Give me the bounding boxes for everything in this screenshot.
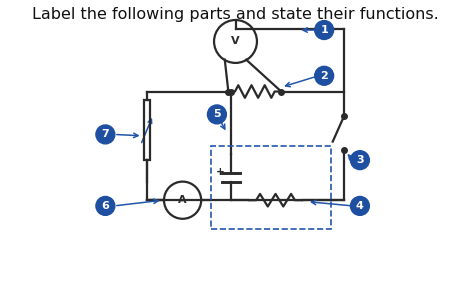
Text: 3: 3 xyxy=(356,155,364,165)
Circle shape xyxy=(96,125,115,144)
Circle shape xyxy=(315,66,333,85)
Circle shape xyxy=(96,196,115,215)
Circle shape xyxy=(207,105,227,124)
Bar xyxy=(144,100,150,160)
Text: +: + xyxy=(216,167,225,176)
Circle shape xyxy=(350,196,369,215)
Circle shape xyxy=(350,151,369,170)
Text: 2: 2 xyxy=(320,71,328,81)
Bar xyxy=(211,146,331,229)
Text: 4: 4 xyxy=(356,201,364,211)
Circle shape xyxy=(315,21,333,39)
Text: Label the following parts and state their functions.: Label the following parts and state thei… xyxy=(32,7,439,22)
Text: 6: 6 xyxy=(101,201,109,211)
Text: 7: 7 xyxy=(101,130,109,139)
Text: 5: 5 xyxy=(213,110,221,119)
Text: 1: 1 xyxy=(320,25,328,35)
Text: A: A xyxy=(179,195,187,205)
Text: V: V xyxy=(231,37,240,46)
